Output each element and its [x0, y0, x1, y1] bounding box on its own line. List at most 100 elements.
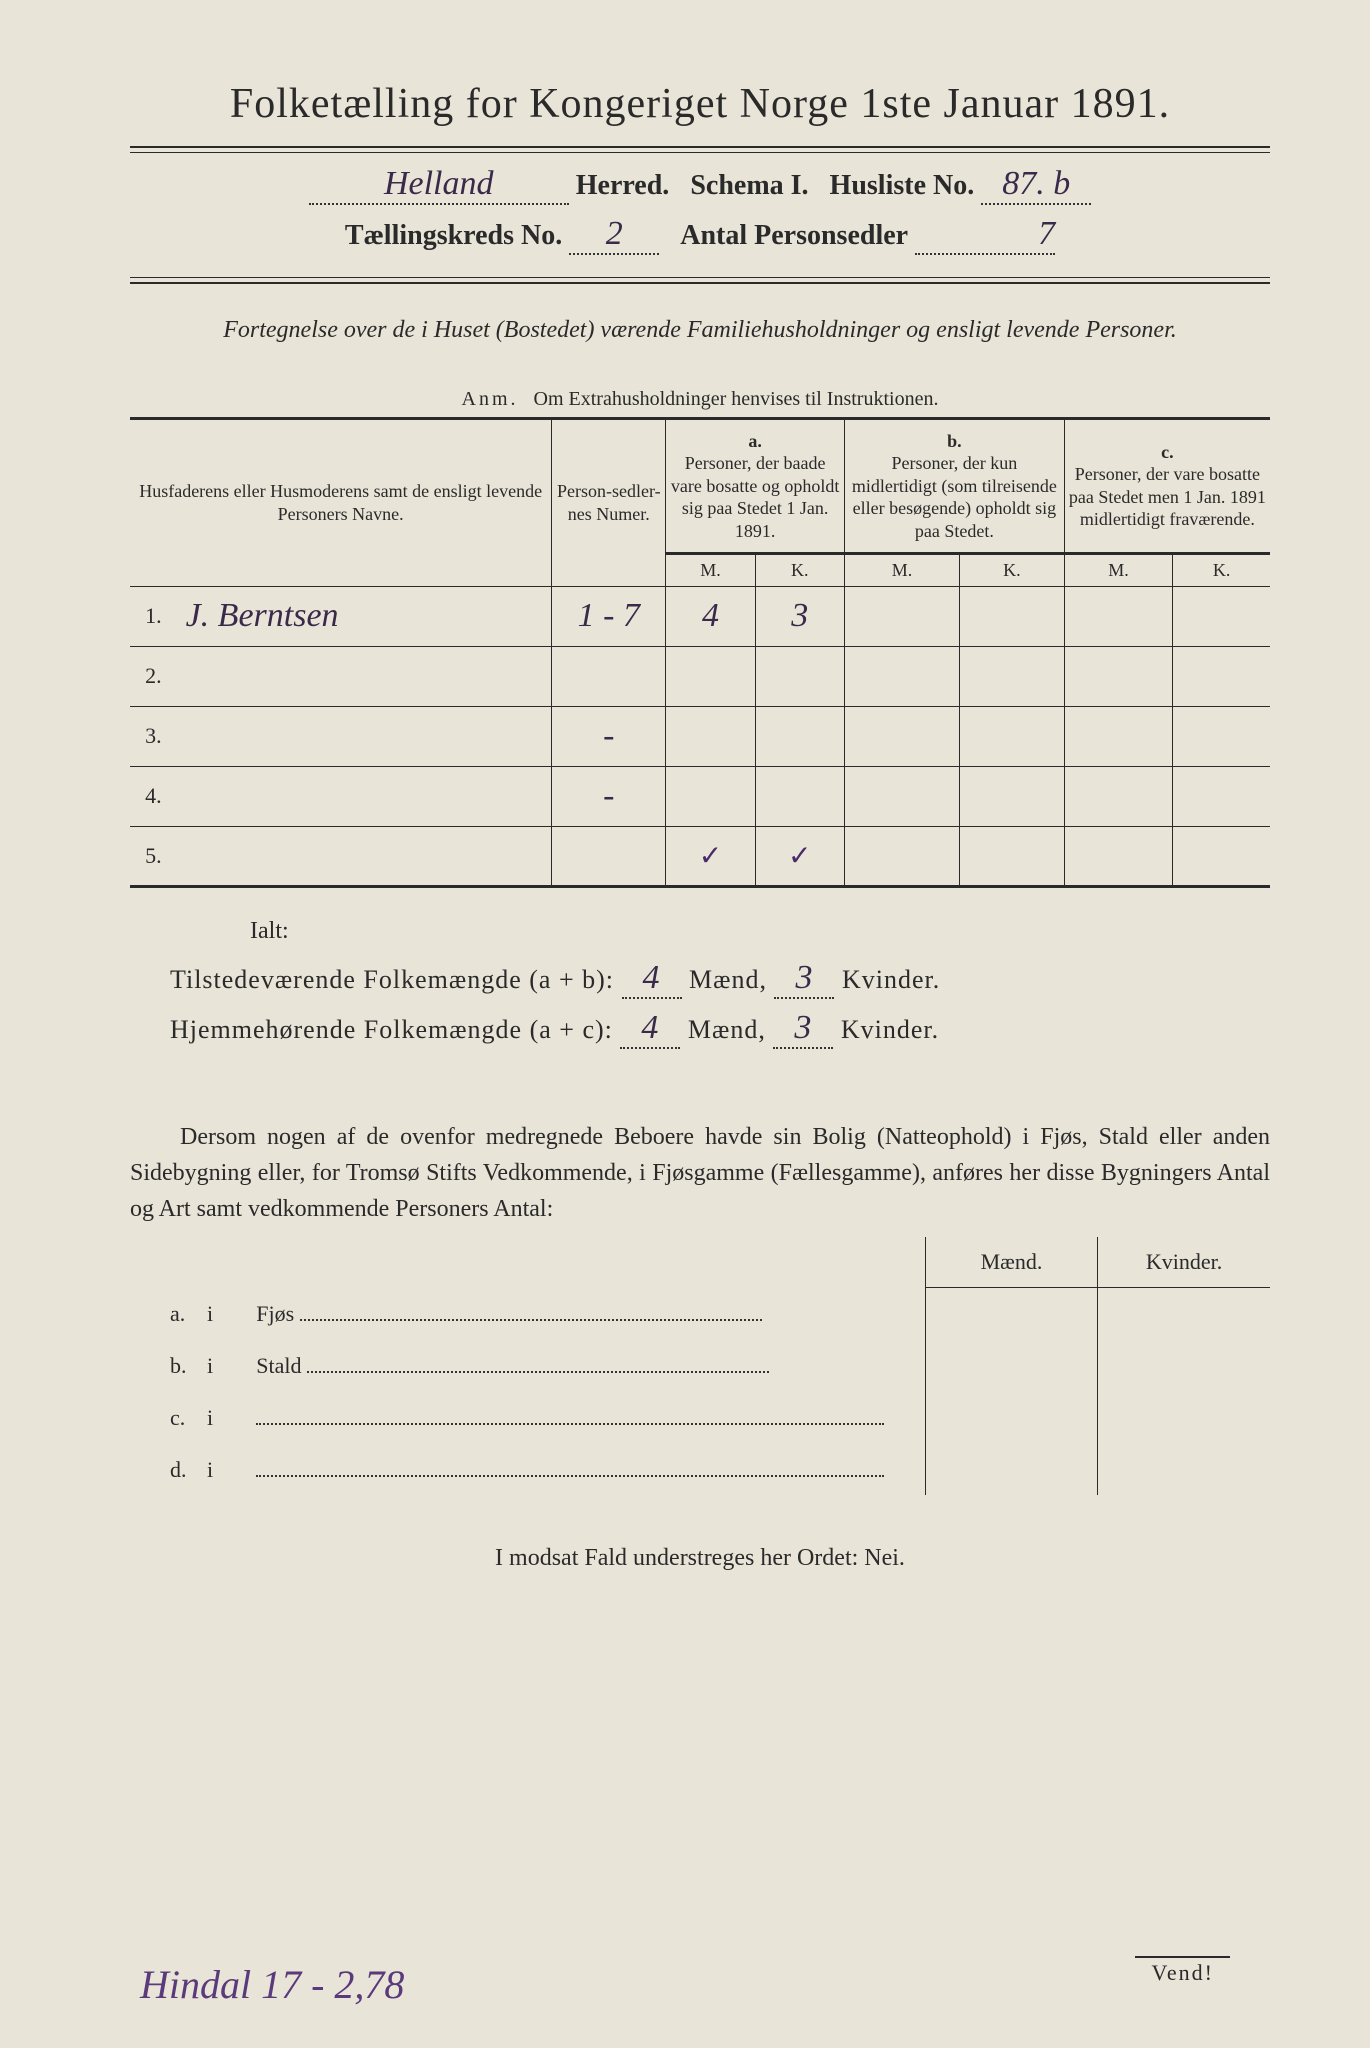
totals-line-1: Tilstedeværende Folkemængde (a + b): 4 M… — [170, 959, 1270, 999]
side-row-i: i — [199, 1391, 248, 1443]
row-num: - — [552, 706, 666, 766]
row-number: 2. — [130, 646, 176, 706]
col-a-k: K. — [755, 554, 844, 587]
body-text: Dersom nogen af de ovenfor medregnede Be… — [130, 1119, 1270, 1227]
row-b-k — [960, 766, 1065, 826]
census-form-page: Folketælling for Kongeriget Norge 1ste J… — [0, 0, 1370, 2048]
header-block: Helland Herred. Schema I. Husliste No. 8… — [130, 146, 1270, 284]
side-row-letter: d. — [130, 1443, 199, 1495]
kreds-value: 2 — [606, 215, 623, 252]
row-c-k — [1173, 826, 1270, 886]
row-number: 5. — [130, 826, 176, 886]
row-c-m — [1064, 586, 1173, 646]
side-row: d.i — [130, 1443, 1270, 1495]
row-c-k — [1173, 766, 1270, 826]
row-a-k — [755, 766, 844, 826]
row-c-m — [1064, 826, 1173, 886]
side-row-maend — [925, 1339, 1097, 1391]
table-row: 4. - — [130, 766, 1270, 826]
row-a-m — [666, 706, 755, 766]
side-row-maend — [925, 1391, 1097, 1443]
antal-value: 7 — [1038, 215, 1055, 252]
kreds-label: Tællingskreds No. — [345, 220, 562, 251]
side-row-kvinder — [1098, 1339, 1270, 1391]
table-row: 5. ✓✓ — [130, 826, 1270, 886]
row-c-k — [1173, 706, 1270, 766]
col-a-m: M. — [666, 554, 755, 587]
side-row: a.iFjøs — [130, 1287, 1270, 1339]
side-building-table: Mænd. Kvinder. a.iFjøs b.iStald c.i d.i — [130, 1237, 1270, 1496]
side-row-letter: c. — [130, 1391, 199, 1443]
row-a-m — [666, 766, 755, 826]
col-b: b. Personer, der kun midlertidigt (som t… — [844, 418, 1064, 554]
row-c-k — [1173, 586, 1270, 646]
row-a-m: 4 — [666, 586, 755, 646]
bottom-scribble: Hindal 17 - 2,78 — [140, 1961, 404, 2008]
row-c-m — [1064, 706, 1173, 766]
row-num — [552, 826, 666, 886]
antal-label: Antal Personsedler — [680, 220, 908, 251]
anm-label: Anm. — [462, 388, 519, 410]
side-row: c.i — [130, 1391, 1270, 1443]
row-b-k — [960, 646, 1065, 706]
row-b-m — [844, 706, 959, 766]
side-row-letter: b. — [130, 1339, 199, 1391]
row-a-k — [755, 646, 844, 706]
side-row-i: i — [199, 1287, 248, 1339]
side-row-type — [248, 1443, 925, 1495]
side-row-letter: a. — [130, 1287, 199, 1339]
schema-label: Schema I. — [690, 170, 808, 201]
side-row-i: i — [199, 1443, 248, 1495]
side-row: b.iStald — [130, 1339, 1270, 1391]
row-number: 4. — [130, 766, 176, 826]
side-row-kvinder — [1098, 1443, 1270, 1495]
table-row: 3.- — [130, 706, 1270, 766]
side-h-maend: Mænd. — [925, 1237, 1097, 1288]
col-b-k: K. — [960, 554, 1065, 587]
vend-label: Vend! — [1135, 1956, 1230, 1988]
header-row-2: Tællingskreds No. 2 Antal Personsedler 7 — [142, 215, 1258, 255]
totals-line-2: Hjemmehørende Folkemængde (a + c): 4 Mæn… — [170, 1009, 1270, 1049]
row-b-m — [844, 766, 959, 826]
row-a-k: 3 — [755, 586, 844, 646]
col-numer: Person-sedler-nes Numer. — [552, 418, 666, 586]
col-names: Husfaderens eller Husmoderens samt de en… — [130, 418, 552, 586]
row-a-m: ✓ — [666, 826, 755, 886]
col-c-k: K. — [1173, 554, 1270, 587]
row-num: - — [552, 766, 666, 826]
footer-line: I modsat Fald understreges her Ordet: Ne… — [130, 1545, 1270, 1572]
col-c-m: M. — [1064, 554, 1173, 587]
side-row-type — [248, 1391, 925, 1443]
row-b-m — [844, 586, 959, 646]
herred-label: Herred. — [576, 170, 670, 201]
row-c-m — [1064, 646, 1173, 706]
row-a-k — [755, 706, 844, 766]
row-b-k — [960, 586, 1065, 646]
table-row: 2. — [130, 646, 1270, 706]
col-c: c. Personer, der vare bosatte paa Stedet… — [1064, 418, 1270, 554]
side-row-i: i — [199, 1339, 248, 1391]
anm-line: Anm. Om Extrahusholdninger henvises til … — [130, 388, 1270, 411]
row-b-m — [844, 826, 959, 886]
side-h-kvinder: Kvinder. — [1098, 1237, 1270, 1288]
husliste-label: Husliste No. — [830, 170, 975, 201]
row-a-k: ✓ — [755, 826, 844, 886]
husliste-value: 87. b — [1002, 165, 1070, 202]
row-num — [552, 646, 666, 706]
side-row-kvinder — [1098, 1391, 1270, 1443]
ialt-label: Ialt: — [250, 918, 1270, 945]
row-number: 1. — [130, 586, 176, 646]
side-row-kvinder — [1098, 1287, 1270, 1339]
row-num: 1 - 7 — [552, 586, 666, 646]
row-b-m — [844, 646, 959, 706]
subtitle: Fortegnelse over de i Huset (Bostedet) v… — [130, 314, 1270, 348]
row-name — [176, 706, 552, 766]
side-row-type: Stald — [248, 1339, 925, 1391]
row-b-k — [960, 706, 1065, 766]
row-a-m — [666, 646, 755, 706]
row-name — [176, 646, 552, 706]
main-title: Folketælling for Kongeriget Norge 1ste J… — [130, 80, 1270, 128]
header-row-1: Helland Herred. Schema I. Husliste No. 8… — [142, 165, 1258, 205]
side-row-maend — [925, 1287, 1097, 1339]
herred-value: Helland — [384, 165, 494, 202]
